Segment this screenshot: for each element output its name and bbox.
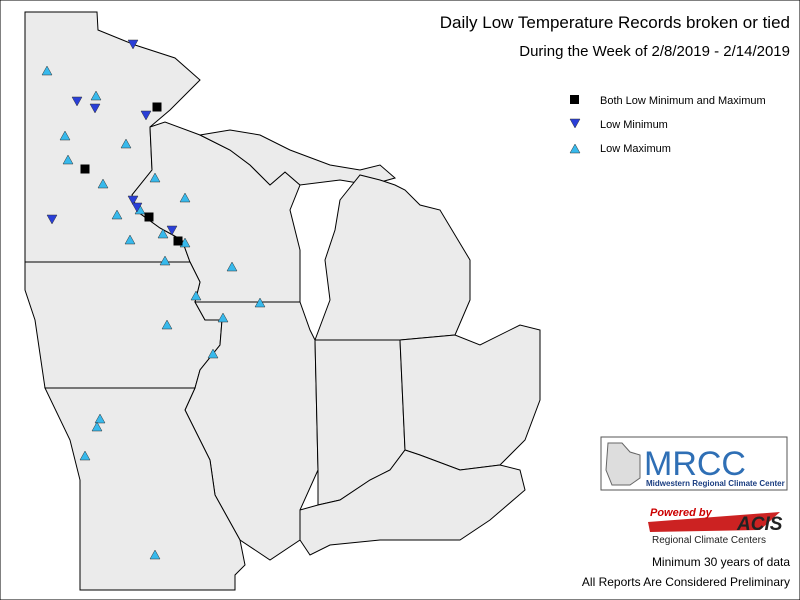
station-marker: [173, 236, 183, 246]
state: [314, 174, 471, 341]
footnote: Minimum 30 years of data: [652, 555, 790, 569]
station-marker: [131, 202, 143, 213]
acis-name: ACIS: [736, 514, 783, 535]
station-marker: [80, 164, 90, 174]
station-marker: [79, 450, 91, 461]
legend-symbol: [569, 118, 581, 129]
station-marker: [166, 225, 178, 236]
legend-symbol: [569, 143, 581, 154]
acis-sub: Regional Climate Centers: [652, 535, 766, 546]
station-marker: [149, 549, 161, 560]
logo-map: [605, 442, 641, 486]
state: [299, 449, 526, 556]
legend-label: Low Minimum: [600, 119, 668, 131]
station-marker: [226, 261, 238, 272]
station-marker: [144, 212, 154, 222]
station-marker: [111, 209, 123, 220]
station-marker: [59, 130, 71, 141]
station-marker: [157, 228, 169, 239]
station-marker: [217, 312, 229, 323]
station-marker: [41, 65, 53, 76]
station-marker: [190, 290, 202, 301]
logo-full: Midwestern Regional Climate Center: [646, 479, 785, 488]
station-marker: [159, 255, 171, 266]
station-marker: [120, 138, 132, 149]
station-marker: [91, 421, 103, 432]
powered-by: Powered by: [650, 507, 713, 519]
station-marker: [71, 96, 83, 107]
acis-logo: Powered by ACIS Regional Climate Centers: [648, 507, 783, 546]
station-marker: [152, 102, 162, 112]
mrcc-logo: MRCC Midwestern Regional Climate Center: [600, 436, 788, 491]
logo-name: MRCC: [644, 445, 746, 483]
station-markers: [41, 39, 266, 560]
station-marker: [62, 154, 74, 165]
station-marker: [127, 195, 139, 206]
station-marker: [97, 178, 109, 189]
station-marker: [127, 39, 139, 50]
legend: Both Low Minimum and Maximum Low Minimum…: [569, 95, 766, 155]
states: [24, 11, 541, 591]
state: [44, 387, 246, 591]
legend-label: Both Low Minimum and Maximum: [600, 95, 766, 107]
legend-label: Low Maximum: [600, 143, 671, 155]
station-marker: [46, 214, 58, 225]
station-marker: [89, 103, 101, 114]
acis-swoosh: [648, 512, 780, 532]
subtitle: During the Week of 2/8/2019 - 2/14/2019: [519, 43, 790, 60]
station-marker: [254, 297, 266, 308]
station-marker: [140, 110, 152, 121]
station-marker: [149, 172, 161, 183]
station-marker: [179, 192, 191, 203]
state: [24, 261, 223, 389]
title: Daily Low Temperature Records broken or …: [440, 13, 790, 32]
legend-symbol: [570, 95, 579, 104]
station-marker: [94, 413, 106, 424]
station-marker: [207, 348, 219, 359]
station-marker: [161, 319, 173, 330]
station-marker: [124, 234, 136, 245]
station-marker: [90, 90, 102, 101]
footnote: All Reports Are Considered Preliminary: [582, 575, 790, 589]
